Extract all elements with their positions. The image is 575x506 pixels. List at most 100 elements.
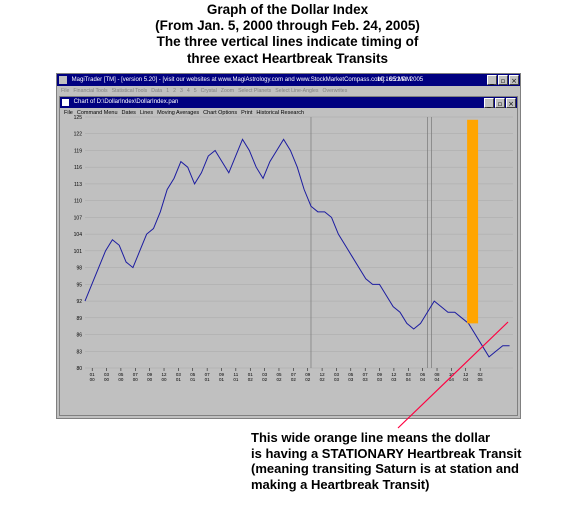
clock: 10:16:22 PM: [377, 77, 412, 83]
x-tick-year: 02: [248, 377, 254, 382]
outer-menu-item-9[interactable]: Crystal: [200, 88, 217, 94]
outer-menu-item-4[interactable]: 1: [166, 88, 170, 94]
x-tick-year: 00: [118, 377, 124, 382]
x-tick-year: 02: [291, 377, 297, 382]
plot-area: [85, 117, 513, 368]
chart-menu-item-7[interactable]: Historical Research: [256, 110, 305, 116]
outer-menu-item-6[interactable]: 3: [179, 88, 183, 94]
document-icon: [62, 99, 69, 106]
chart-titlebar[interactable]: Chart of D:\DollarIndex\DollarIndex.pan …: [60, 97, 517, 108]
x-tick-year: 04: [463, 377, 469, 382]
outer-menu-item-0[interactable]: File: [61, 88, 70, 94]
x-tick-year: 01: [205, 377, 211, 382]
caption-line-2: (From Jan. 5, 2000 through Feb. 24, 2005…: [155, 18, 420, 34]
caption-line-3: The three vertical lines indicate timing…: [156, 34, 419, 50]
y-tick-label: 101: [74, 249, 83, 255]
y-tick-label: 119: [74, 148, 82, 154]
y-tick-label: 83: [76, 349, 82, 355]
x-tick-month: 09: [147, 372, 153, 377]
top-caption: Graph of the Dollar Index (From Jan. 5, …: [0, 2, 575, 67]
chart-menu-item-6[interactable]: Print: [241, 110, 253, 116]
y-tick-label: 92: [76, 299, 82, 305]
outer-menu-item-12[interactable]: Select Line-Angles: [275, 88, 319, 94]
chart-menu-item-2[interactable]: Dates: [121, 110, 136, 116]
outer-menu-item-5[interactable]: 2: [173, 88, 176, 94]
x-tick-month: 12: [162, 372, 168, 377]
stationary-transit-band: [467, 119, 479, 324]
outer-maximize-button[interactable]: ▫: [498, 75, 508, 85]
outer-titlebar[interactable]: MagiTrader [TM] - [version 5.20] - [visi…: [57, 74, 520, 86]
x-tick-month: 11: [234, 372, 239, 377]
outer-menu-item-8[interactable]: 5: [193, 88, 197, 94]
x-tick-year: 02: [262, 377, 268, 382]
outer-minimize-button[interactable]: _: [487, 75, 497, 85]
y-tick-label: 86: [76, 333, 82, 339]
x-tick-month: 09: [377, 372, 383, 377]
outer-menu-item-3[interactable]: Data: [151, 88, 163, 94]
outer-menubar: File Financial Tools Statistical Tools Data…: [57, 86, 520, 96]
x-tick-year: 04: [449, 377, 455, 382]
x-tick-month: 02: [478, 372, 484, 377]
x-tick-year: 02: [320, 377, 326, 382]
pointer-arrow: [397, 321, 509, 429]
x-tick-year: 03: [391, 377, 397, 382]
chart-maximize-button[interactable]: ▫: [495, 98, 505, 108]
x-tick-month: 12: [320, 372, 326, 377]
chart-menubar: File Command Menu Dates Lines Moving Average…: [60, 108, 517, 118]
outer-window-title: MagiTrader [TM] - [version 5.20] - [visi…: [71, 77, 424, 83]
series-line: [84, 138, 510, 358]
y-tick-label: 98: [76, 266, 82, 272]
note-line-4: making a Heartbreak Transit): [251, 476, 430, 492]
outer-menu-item-7[interactable]: 4: [186, 88, 190, 94]
outer-menu-item-1[interactable]: Financial Tools: [73, 88, 108, 94]
x-tick-month: 07: [205, 372, 211, 377]
x-tick-month: 07: [133, 372, 139, 377]
x-tick-month: 01: [90, 372, 96, 377]
chart-window-title: Chart of D:\DollarIndex\DollarIndex.pan: [73, 99, 179, 105]
x-tick-month: 07: [291, 372, 297, 377]
y-tick-label: 104: [74, 232, 83, 238]
x-tick-month: 03: [406, 372, 412, 377]
x-tick-year: 03: [363, 377, 369, 382]
chart-close-button[interactable]: ×: [506, 98, 516, 108]
x-tick-year: 05: [478, 377, 484, 382]
caption-line-4: three exact Heartbreak Transits: [186, 50, 389, 66]
note-line-3: (meaning transiting Saturn is at station…: [251, 461, 519, 476]
outer-menu-item-10[interactable]: Zoom: [220, 88, 235, 94]
chart-menu-item-1[interactable]: Command Menu: [76, 110, 118, 116]
note-line-1: This wide orange line means the dollar: [251, 430, 491, 445]
chart-minimize-button[interactable]: _: [484, 98, 494, 108]
chart-menu-item-3[interactable]: Lines: [139, 110, 154, 116]
x-tick-month: 03: [104, 372, 110, 377]
x-tick-year: 00: [133, 377, 139, 382]
chart-menu-item-5[interactable]: Chart Options: [203, 110, 238, 116]
x-tick-month: 03: [262, 372, 268, 377]
x-tick-year: 01: [176, 377, 182, 382]
y-tick-label: 107: [74, 215, 83, 221]
x-tick-year: 04: [406, 377, 412, 382]
caption-line-1: Graph of the Dollar Index: [206, 2, 369, 17]
x-tick-month: 03: [176, 372, 182, 377]
x-tick-year: 03: [334, 377, 340, 382]
outer-close-button[interactable]: ×: [509, 75, 519, 85]
y-tick-label: 116: [74, 165, 82, 171]
y-tick-label: 95: [76, 282, 82, 288]
outer-menu-item-13[interactable]: Overwrites: [322, 88, 348, 94]
y-tick-label: 122: [74, 132, 83, 138]
x-tick-month: 10: [449, 372, 455, 377]
chart-menu-item-0[interactable]: File: [64, 110, 73, 116]
bottom-caption: This wide orange line means the dollar i…: [251, 430, 575, 492]
x-tick-month: 09: [305, 372, 311, 377]
y-tick-label: 89: [76, 316, 82, 322]
chart-menu-item-4[interactable]: Moving Averages: [157, 110, 200, 116]
x-tick-year: 02: [276, 377, 282, 382]
x-tick-year: 00: [90, 377, 96, 382]
outer-menu-item-11[interactable]: Select Planets: [238, 88, 272, 94]
outer-menu-item-2[interactable]: Statistical Tools: [111, 88, 148, 94]
x-tick-month: 12: [391, 372, 397, 377]
x-tick-year: 02: [305, 377, 311, 382]
note-line-2: is having a STATIONARY Heartbreak Transi…: [251, 445, 522, 461]
x-tick-month: 01: [248, 372, 254, 377]
